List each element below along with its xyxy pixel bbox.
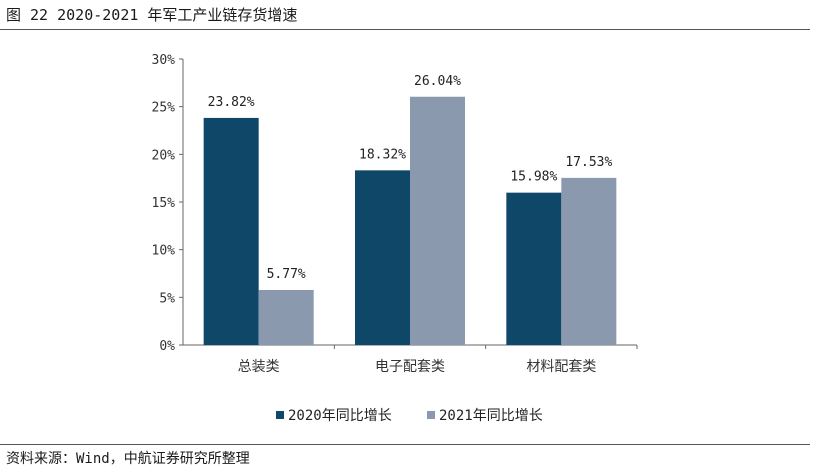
y-tick-label: 0% [159, 339, 175, 354]
data-label: 17.53% [565, 155, 612, 170]
x-tick-label: 总装类 [238, 359, 280, 375]
data-label: 23.82% [208, 95, 255, 110]
data-labels: 23.82% 5.77% 18.32% 26.04% 15.98% 17.53% [208, 74, 613, 282]
bar [561, 177, 617, 345]
y-tick-label: 20% [152, 148, 176, 163]
legend-label: 2020年同比增长 [288, 408, 392, 424]
bottom-rule [0, 444, 810, 445]
data-label: 18.32% [359, 147, 406, 162]
y-tick-label: 15% [152, 196, 176, 211]
bar [410, 96, 465, 345]
bar [258, 289, 314, 345]
data-label: 15.98% [510, 170, 557, 185]
y-tick-label: 25% [152, 101, 176, 116]
x-tick-label: 材料配套类 [526, 359, 596, 375]
source-note: 资料来源：Wind，中航证券研究所整理 [6, 451, 250, 467]
bar [203, 117, 259, 345]
figure-title: 图 22 2020-2021 年军工产业链存货增速 [6, 6, 298, 24]
legend-label: 2021年同比增长 [439, 408, 543, 424]
y-tick-label: 30% [152, 53, 176, 68]
data-label: 5.77% [267, 267, 306, 282]
top-rule [0, 29, 810, 30]
data-label: 26.04% [414, 74, 461, 89]
bar [355, 170, 410, 345]
legend: 2020年同比增长 2021年同比增长 [276, 408, 543, 424]
y-tick-label: 5% [159, 291, 175, 306]
bars [203, 96, 617, 345]
legend-swatch [276, 411, 284, 419]
x-tick-label: 电子配套类 [375, 359, 445, 375]
axes: 0% 5% 10% 15% 20% 25% 30% 总装类 电子配套类 材料配套类 [152, 53, 638, 375]
y-tick-label: 10% [152, 244, 176, 259]
bar [506, 192, 562, 345]
legend-swatch [427, 411, 435, 419]
